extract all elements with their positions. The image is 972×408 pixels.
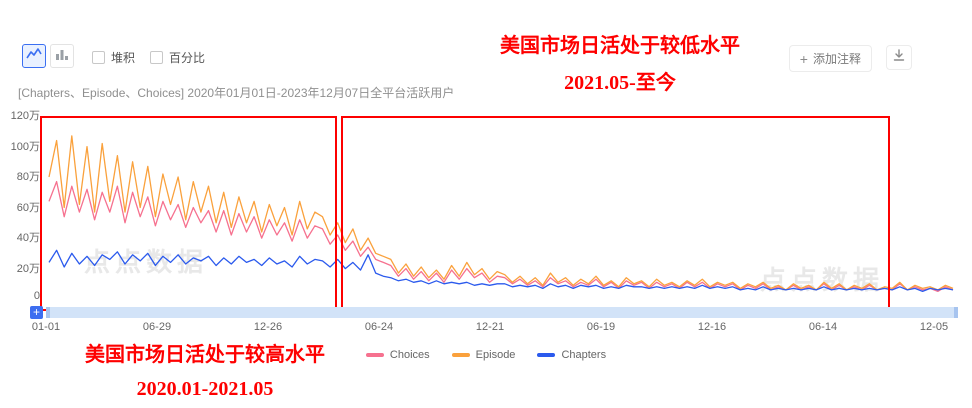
legend-item-choices[interactable]: Choices: [365, 349, 430, 361]
datazoom-handle-left[interactable]: [46, 307, 50, 318]
download-icon: [892, 48, 906, 67]
bar-chart-icon: [54, 46, 70, 67]
annotation-top: 美国市场日活处于较低水平 2021.05-至今: [390, 28, 850, 102]
percentage-checkbox[interactable]: 百分比: [150, 49, 205, 66]
series-line-episode: [48, 135, 954, 291]
stacked-checkbox[interactable]: 堆积: [92, 49, 135, 66]
chapters-legend-marker: [537, 353, 556, 357]
annotation-bottom-line2: 2020.01-2021.05: [136, 378, 274, 400]
plot-area: [48, 135, 954, 293]
x-axis-tick-label: 06-24: [364, 321, 394, 333]
legend: Choices Episode Chapters: [0, 349, 972, 361]
series-line-chapters: [48, 249, 954, 293]
y-axis-tick-label: 0: [33, 290, 40, 302]
x-axis-tick-label: 12-05: [919, 321, 949, 333]
choices-legend-marker: [365, 353, 384, 357]
y-axis-tick-label: 20万: [16, 262, 40, 275]
plus-icon: +: [799, 50, 808, 67]
x-axis-tick-label: 12-21: [475, 321, 505, 333]
line-chart-icon: [26, 46, 42, 67]
percentage-checkbox-label: 百分比: [169, 51, 206, 65]
x-axis-tick-label: 06-14: [808, 321, 838, 333]
episode-legend-label: Episode: [475, 349, 516, 361]
y-axis-tick-label: 40万: [16, 232, 40, 244]
y-axis-tick-label: 120万: [10, 110, 40, 122]
x-axis-tick-label: 12-26: [253, 321, 283, 333]
watermark-text: 点点数据: [84, 247, 209, 277]
episode-legend-marker: [451, 353, 470, 357]
chapters-legend-label: Chapters: [561, 349, 607, 361]
annotation-bottom: 美国市场日活处于较高水平 2020.01-2021.05: [40, 338, 370, 406]
stacked-checkbox-box[interactable]: [92, 51, 105, 64]
y-axis-tick-label: 60万: [16, 201, 40, 214]
datazoom-slider[interactable]: [46, 307, 958, 318]
x-axis-tick-label: 01-01: [31, 321, 61, 333]
download-button[interactable]: [886, 45, 912, 70]
annotation-top-line2: 2021.05-至今: [564, 72, 676, 94]
datazoom-handle-right[interactable]: [954, 307, 958, 318]
annotation-top-line1: 美国市场日活处于较低水平: [500, 35, 740, 57]
add-annotation-button[interactable]: + 添加注释: [788, 45, 872, 72]
add-annotation-label: 添加注释: [812, 52, 861, 66]
choices-legend-label: Choices: [389, 349, 430, 361]
chart-subtitle: [Chapters、Episode、Choices] 2020年01月01日-2…: [18, 86, 455, 100]
x-axis-tick-label: 12-16: [697, 321, 727, 333]
y-axis-tick-label: 80万: [16, 171, 40, 183]
y-axis-tick-label: 100万: [10, 140, 40, 153]
datazoom-expand-button[interactable]: +: [30, 306, 43, 319]
series-line-choices: [48, 180, 954, 293]
x-axis-tick-label: 06-29: [142, 321, 172, 333]
annotation-bottom-line1: 美国市场日活处于较高水平: [85, 344, 325, 366]
legend-item-chapters[interactable]: Chapters: [537, 349, 606, 361]
bar-chart-type-button[interactable]: [50, 44, 74, 68]
x-axis-tick-label: 06-19: [586, 321, 616, 333]
percentage-checkbox-box[interactable]: [150, 51, 163, 64]
stacked-checkbox-label: 堆积: [111, 51, 136, 65]
legend-item-episode[interactable]: Episode: [451, 349, 516, 361]
line-chart-type-button[interactable]: [22, 44, 46, 68]
